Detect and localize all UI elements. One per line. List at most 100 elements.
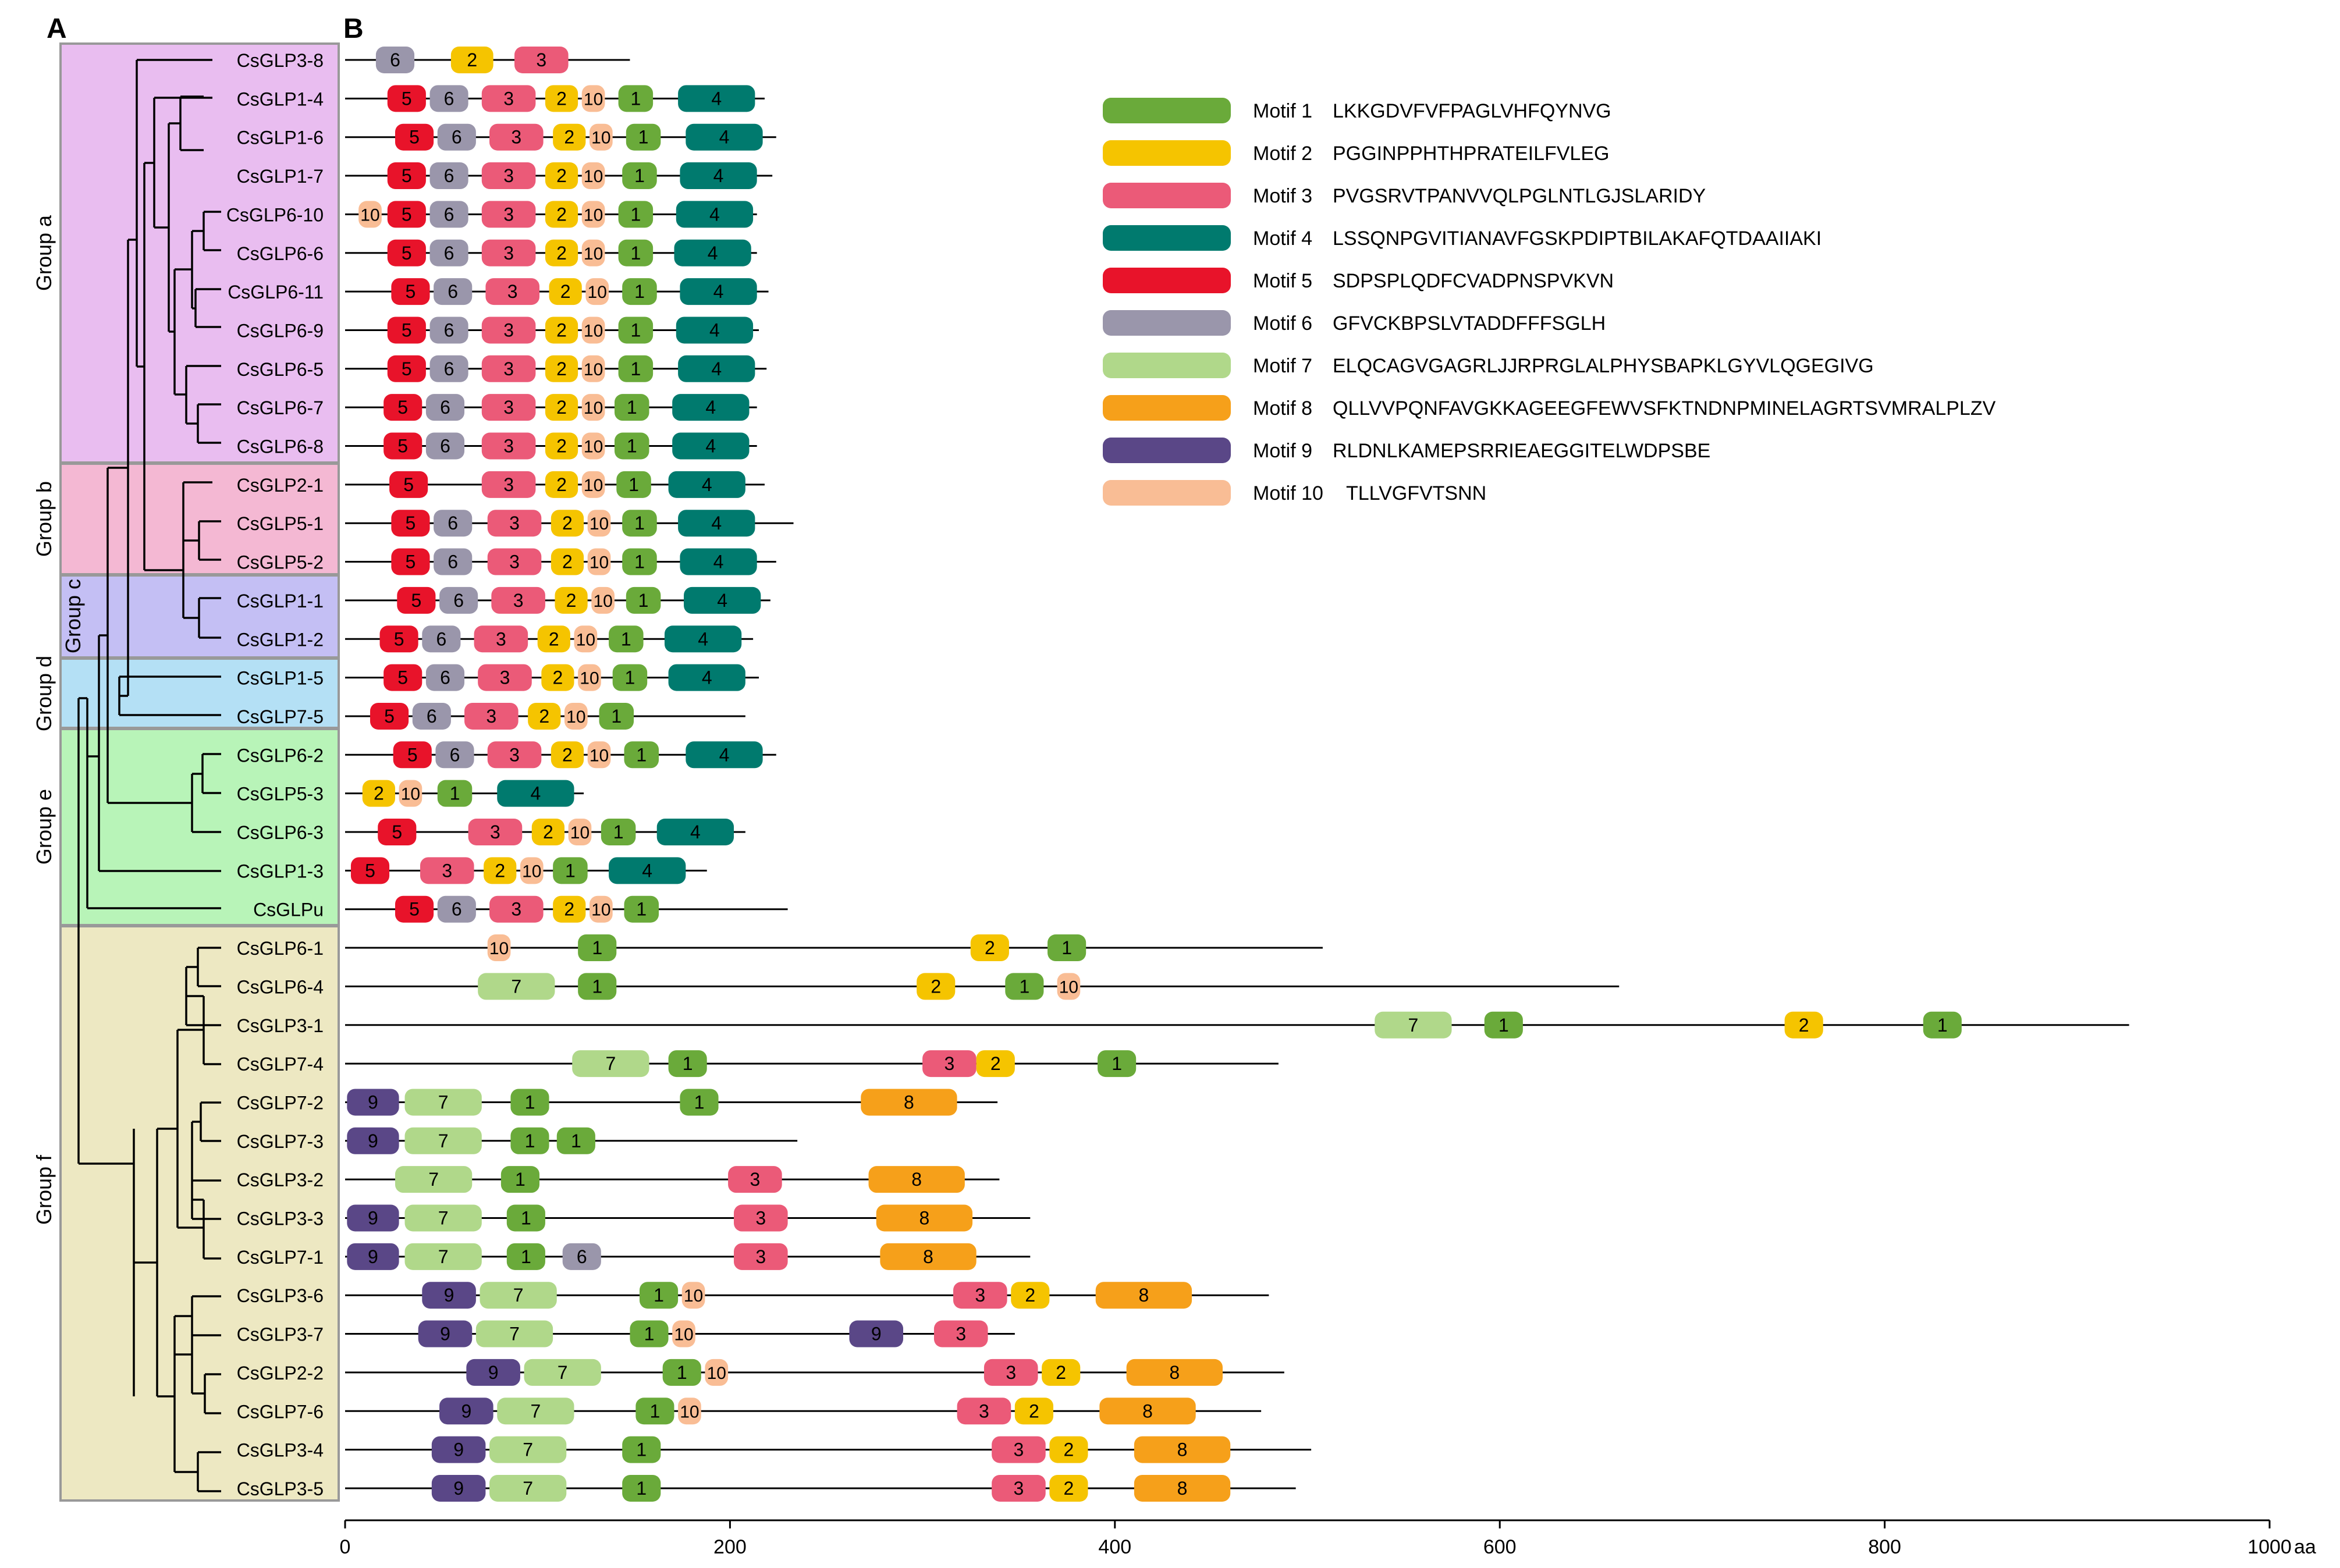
motif-7-box [404, 1089, 482, 1116]
motif-2-number: 2 [467, 49, 477, 70]
motif-10-number: 10 [522, 862, 541, 881]
motif-3-number: 3 [1014, 1478, 1024, 1499]
motif-8-box [1126, 1359, 1223, 1386]
legend-item: Motif 6 GFVCKBPSLVTADDFFFSGLH [1103, 310, 1606, 336]
gene-label: CsGLP1-1 [237, 591, 324, 611]
motif-8-box [868, 1166, 965, 1193]
motif-3-box [489, 895, 544, 923]
motif-10-box [1057, 973, 1081, 1000]
motif-1-number: 1 [625, 667, 635, 688]
motif-3-box [485, 278, 540, 305]
motif-10-box [581, 239, 605, 266]
legend-swatch [1103, 268, 1231, 293]
motif-3-number: 3 [496, 628, 506, 649]
motif-6-number: 6 [448, 281, 458, 302]
x-tick-label: 600 [1483, 1536, 1517, 1558]
gene-row: CsGLP2-1 5 3 2 10 1 4 [237, 471, 765, 498]
motif-1-box [630, 1320, 669, 1347]
panel-label-a: A [47, 13, 67, 44]
motif-5-box [387, 162, 426, 190]
motif-3-number: 3 [503, 436, 514, 457]
motif-6-number: 6 [577, 1246, 587, 1267]
x-tick-label: 200 [713, 1536, 747, 1558]
gene-label: CsGLP6-2 [237, 745, 324, 766]
motif-2-box [531, 819, 564, 845]
motif-5-number: 5 [402, 204, 412, 225]
motif-10-box [581, 471, 605, 498]
motif-10-box [578, 664, 601, 691]
gene-row: CsGLP6-2 5 6 3 2 10 1 4 [237, 741, 776, 769]
motif-9-box [418, 1320, 473, 1347]
gene-row: CsGLP7-6 9 7 1 10 3 2 8 [237, 1398, 1262, 1425]
motif-6-box [429, 355, 468, 382]
x-axis: 0 200 400 600 800 1000 aa [340, 1519, 2316, 1558]
gene-row: CsGLP3-4 9 7 1 3 2 8 [237, 1436, 1312, 1463]
gene-label: CsGLP6-11 [228, 282, 324, 303]
legend-motif-sequence: LSSQNPGVITIANAVFGSKPDIPTBILAKAFQTDAAIIAK… [1333, 227, 1821, 250]
motif-1-number: 1 [634, 281, 645, 302]
motif-1-number: 1 [1061, 937, 1072, 958]
motif-1-box [622, 162, 657, 190]
motif-6-number: 6 [444, 243, 454, 264]
legend-motif-sequence: RLDNLKAMEPSRRIEAEGGITELWDPSBE [1333, 440, 1710, 462]
motif-5-number: 5 [397, 397, 408, 418]
motif-1-box [1484, 1011, 1523, 1039]
motif-5-box [387, 85, 426, 112]
motif-1-box [616, 471, 651, 498]
legend-item: Motif 2 PGGINPPHTHPRATEILFVLEG [1103, 140, 1609, 166]
motif-5-box [384, 664, 422, 691]
group-label-b: Group b [32, 481, 56, 557]
motif-3-box [489, 123, 544, 151]
motif-10-box [705, 1359, 729, 1386]
motif-1-number: 1 [525, 1130, 535, 1151]
motif-6-box [562, 1243, 601, 1270]
motif-8-box [1134, 1436, 1231, 1463]
motif-4-box [680, 278, 757, 305]
motif-legend: Motif 1 LKKGDVFVFPAGLVHFQYNVG Motif 2 PGGIN… [1103, 98, 1996, 506]
legend-swatch [1103, 98, 1231, 123]
motif-4-number: 4 [717, 590, 727, 611]
gene-label: CsGLP5-1 [237, 513, 324, 534]
motif-2-number: 2 [556, 243, 567, 264]
motif-2-number: 2 [1025, 1285, 1035, 1306]
motif-1-number: 1 [521, 1208, 531, 1229]
motif-10-box [587, 741, 611, 769]
gene-label: CsGLP6-1 [237, 938, 324, 959]
motif-2-box [1042, 1359, 1081, 1386]
motif-10-number: 10 [680, 1402, 699, 1421]
motif-8-number: 8 [911, 1169, 922, 1190]
group-label-f: Group f [32, 1154, 56, 1225]
motif-4-box [609, 857, 686, 884]
motif-3-box [491, 586, 545, 614]
motif-4-number: 4 [708, 243, 718, 264]
motif-1-box [635, 1398, 674, 1425]
motif-2-box [545, 85, 578, 112]
gene-label: CsGLPu [253, 899, 324, 920]
motif-9-number: 9 [444, 1285, 454, 1306]
motif-1-box [624, 741, 659, 769]
motif-2-box [553, 123, 586, 151]
motif-1-number: 1 [638, 590, 649, 611]
motif-2-number: 2 [562, 552, 573, 573]
motif-7-number: 7 [605, 1053, 616, 1074]
motif-1-box [668, 1050, 707, 1078]
motif-10-number: 10 [489, 939, 509, 958]
motif-6-box [435, 741, 474, 769]
motif-6-box [425, 432, 465, 460]
motif-1-box [614, 394, 649, 421]
motif-10-number: 10 [584, 244, 603, 264]
motif-6-number: 6 [450, 744, 460, 765]
motif-1-box [510, 1127, 549, 1154]
motif-1-box [662, 1359, 701, 1386]
motif-6-box [434, 510, 473, 537]
motif-1-box [622, 1474, 661, 1502]
motif-6-number: 6 [440, 397, 450, 418]
motif-2-number: 2 [556, 397, 567, 418]
motif-1-number: 1 [677, 1362, 687, 1383]
motif-10-number: 10 [576, 630, 595, 649]
legend-motif-sequence: PVGSRVTPANVVQLPGLNTLGJSLARIDY [1333, 185, 1706, 207]
motif-5-box [384, 432, 422, 460]
motif-5-box [387, 239, 426, 266]
